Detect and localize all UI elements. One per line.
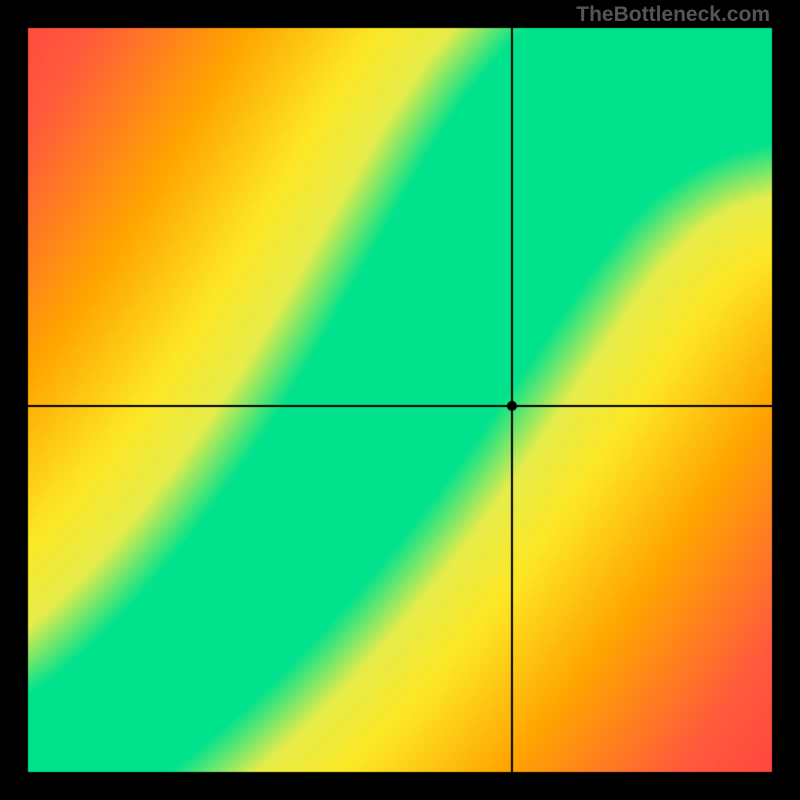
bottleneck-heatmap bbox=[0, 0, 800, 800]
watermark-text: TheBottleneck.com bbox=[576, 3, 770, 27]
chart-container: TheBottleneck.com bbox=[0, 0, 800, 800]
